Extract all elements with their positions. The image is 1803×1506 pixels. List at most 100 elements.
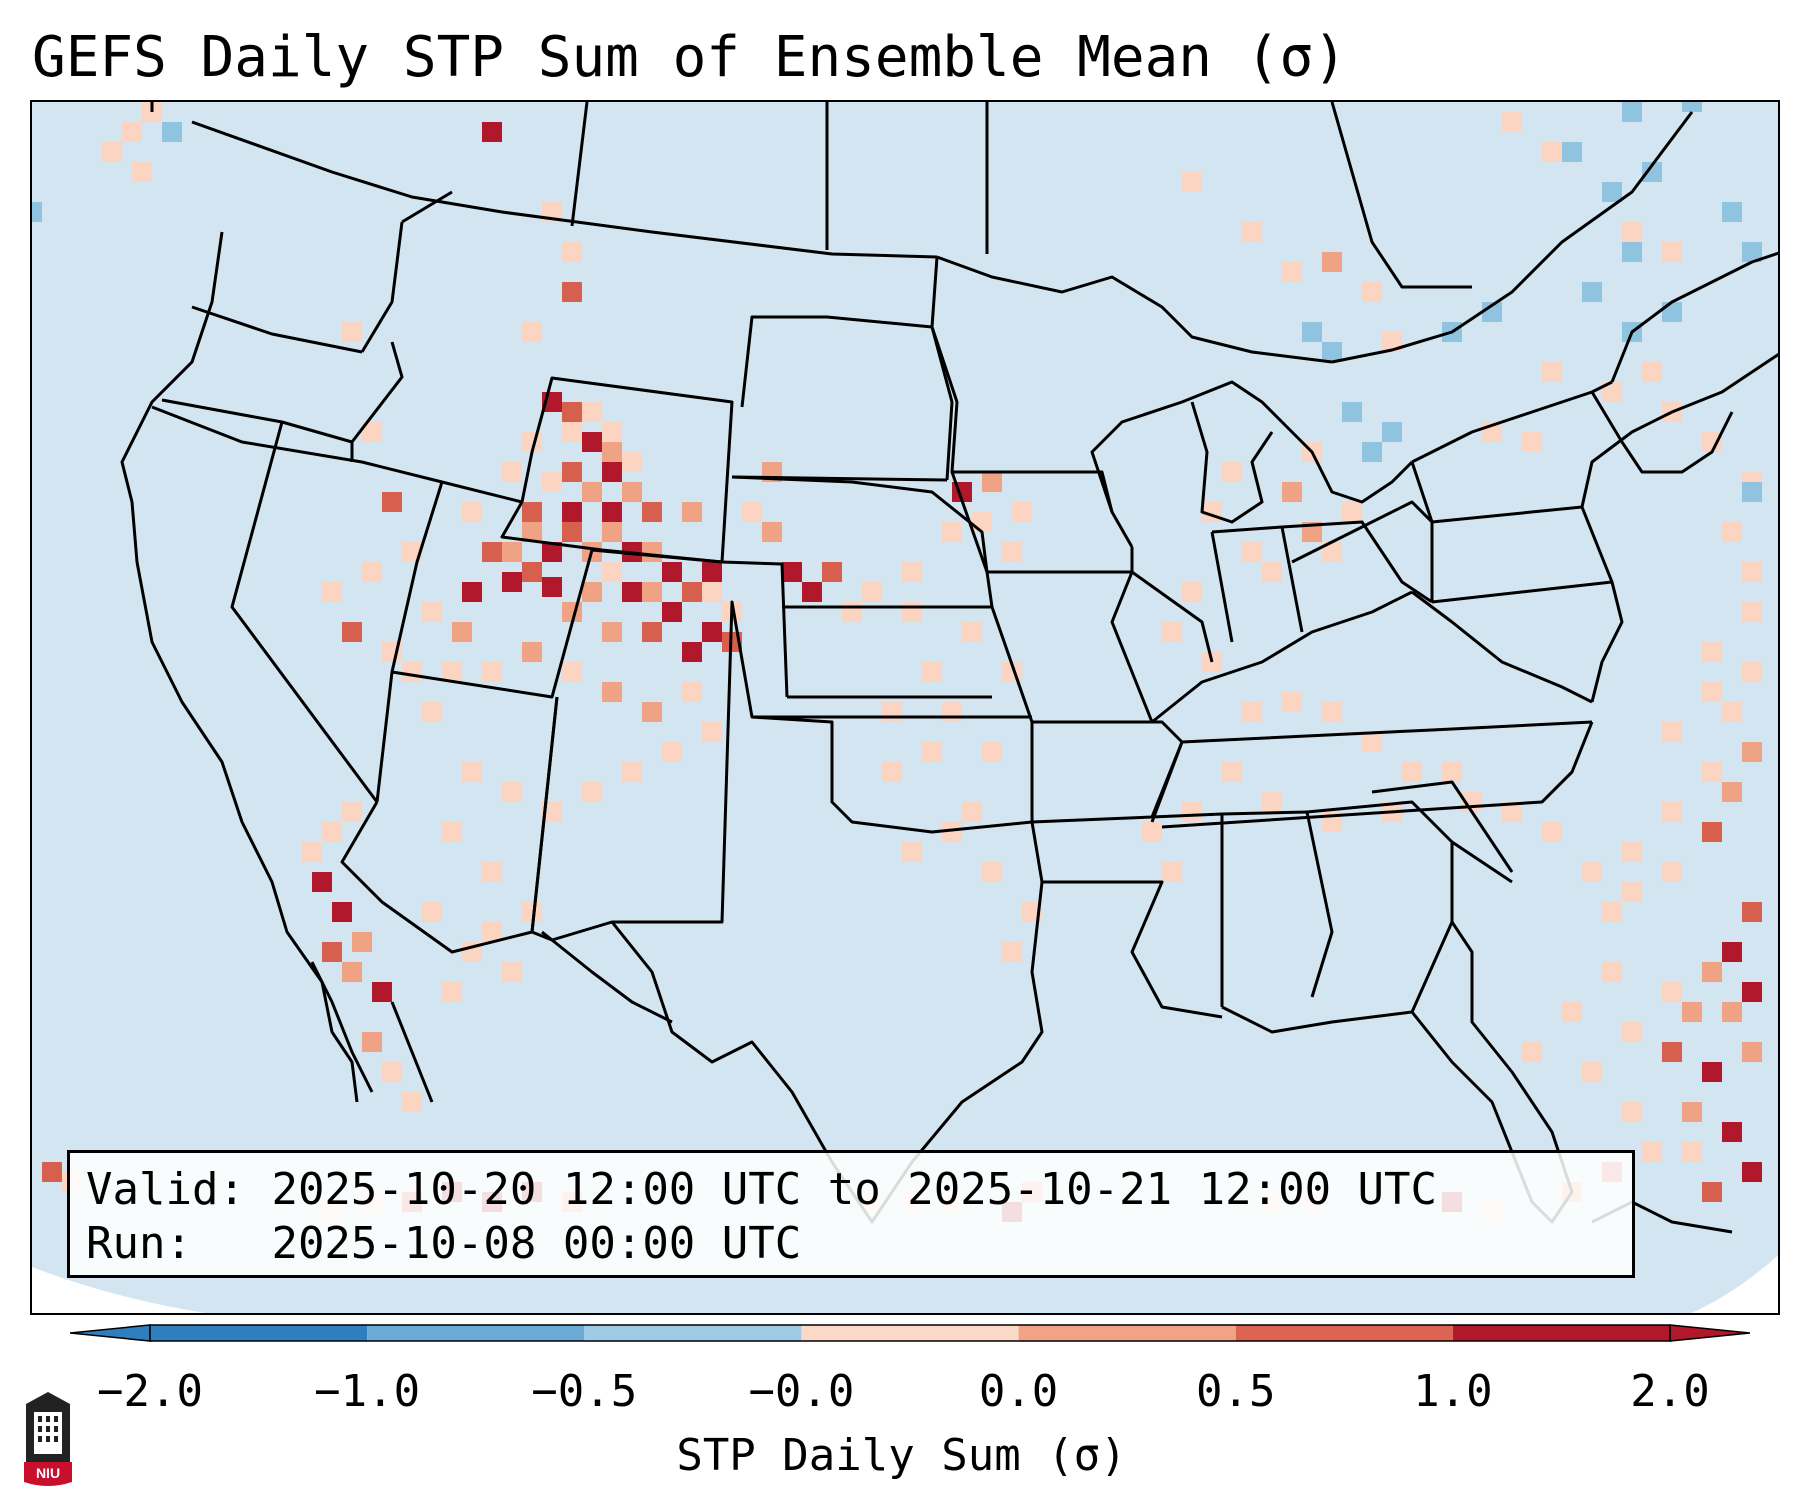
stp-cell: [562, 282, 582, 302]
stp-cell: [562, 502, 582, 522]
valid-run-info-box: Valid: 2025-10-20 12:00 UTC to 2025-10-2…: [67, 1150, 1635, 1278]
stp-cell: [1662, 802, 1682, 822]
niu-logo: NIU: [24, 1392, 72, 1486]
stp-cell: [1722, 942, 1742, 962]
stp-cell: [442, 822, 462, 842]
stp-cell: [1542, 142, 1562, 162]
colorbar-segment: [1452, 1325, 1670, 1341]
stp-cells: [32, 102, 1762, 1222]
stp-cell: [1322, 702, 1342, 722]
stp-cell: [102, 142, 122, 162]
stp-cell: [502, 572, 522, 592]
stp-cell: [482, 922, 502, 942]
stp-cell: [522, 522, 542, 542]
stp-cell: [382, 492, 402, 512]
stp-cell: [1742, 562, 1762, 582]
map-canvas: [32, 102, 1778, 1313]
run-value: 2025-10-08 00:00 UTC: [271, 1218, 802, 1269]
stp-cell: [322, 822, 342, 842]
stp-cell: [1742, 902, 1762, 922]
stp-cell: [1622, 242, 1642, 262]
stp-cell: [362, 422, 382, 442]
stp-cell: [522, 902, 542, 922]
stp-cell: [1242, 542, 1262, 562]
stp-cell: [1602, 962, 1622, 982]
stp-cell: [882, 702, 902, 722]
stp-cell: [452, 622, 472, 642]
stp-cell: [1562, 142, 1582, 162]
stp-cell: [302, 842, 322, 862]
stp-cell: [702, 722, 722, 742]
stp-cell: [982, 742, 1002, 762]
stp-cell: [1402, 762, 1422, 782]
stp-cell: [902, 602, 922, 622]
stp-cell: [562, 462, 582, 482]
colorbar-label: STP Daily Sum (σ): [676, 1430, 1127, 1481]
colorbar: [70, 1324, 1750, 1342]
stp-cell: [562, 662, 582, 682]
colorbar-segment: [801, 1325, 1019, 1341]
stp-cell: [582, 432, 602, 452]
stp-cell: [682, 502, 702, 522]
stp-cell: [602, 502, 622, 522]
stp-cell: [1702, 682, 1722, 702]
stp-cell: [1502, 802, 1522, 822]
stp-cell: [1702, 432, 1722, 452]
stp-cell: [1622, 102, 1642, 122]
stp-cell: [1682, 1002, 1702, 1022]
stp-cell: [982, 862, 1002, 882]
stp-cell: [602, 682, 622, 702]
stp-cell: [942, 522, 962, 542]
stp-cell: [1662, 862, 1682, 882]
stp-cell: [1722, 782, 1742, 802]
stp-cell: [1282, 692, 1302, 712]
stp-cell: [1742, 602, 1762, 622]
stp-cell: [682, 642, 702, 662]
stp-cell: [782, 562, 802, 582]
stp-cell: [1642, 162, 1662, 182]
stp-cell: [1262, 792, 1282, 812]
stp-cell: [1742, 1042, 1762, 1062]
stp-cell: [602, 562, 622, 582]
stp-cell: [1002, 542, 1022, 562]
stp-cell: [1682, 102, 1702, 112]
stp-cell: [942, 702, 962, 722]
stp-cell: [522, 502, 542, 522]
stp-cell: [342, 962, 362, 982]
stp-cell: [1282, 262, 1302, 282]
stp-cell: [122, 122, 142, 142]
stp-cell: [762, 522, 782, 542]
stp-cell: [902, 842, 922, 862]
stp-cell: [642, 702, 662, 722]
stp-cell: [622, 762, 642, 782]
stp-cell: [482, 662, 502, 682]
stp-cell: [602, 462, 622, 482]
colorbar-extend-max: [1669, 1324, 1750, 1342]
stp-cell: [562, 402, 582, 422]
stp-cell: [342, 622, 362, 642]
stp-cell: [442, 982, 462, 1002]
colorbar-segment: [1018, 1325, 1236, 1341]
stp-cell: [162, 122, 182, 142]
stp-cell: [382, 1062, 402, 1082]
stp-cell: [542, 472, 562, 492]
stp-cell: [1362, 442, 1382, 462]
stp-cell: [1742, 662, 1762, 682]
stp-cell: [442, 662, 462, 682]
stp-cell: [1742, 482, 1762, 502]
stp-cell: [322, 942, 342, 962]
stp-cell: [362, 1032, 382, 1052]
colorbar-tick-label: −0.5: [531, 1366, 638, 1417]
stp-cell: [1742, 242, 1762, 262]
stp-cell: [1662, 242, 1682, 262]
stp-cell: [1702, 962, 1722, 982]
stp-cell: [1182, 802, 1202, 822]
stp-cell: [502, 542, 522, 562]
stp-cell: [32, 202, 42, 222]
stp-cell: [482, 542, 502, 562]
run-row: Run: 2025-10-08 00:00 UTC: [86, 1217, 1616, 1271]
stp-cell: [1282, 482, 1302, 502]
stp-cell: [1242, 702, 1262, 722]
stp-cell: [312, 872, 332, 892]
stp-cell: [1722, 1122, 1742, 1142]
